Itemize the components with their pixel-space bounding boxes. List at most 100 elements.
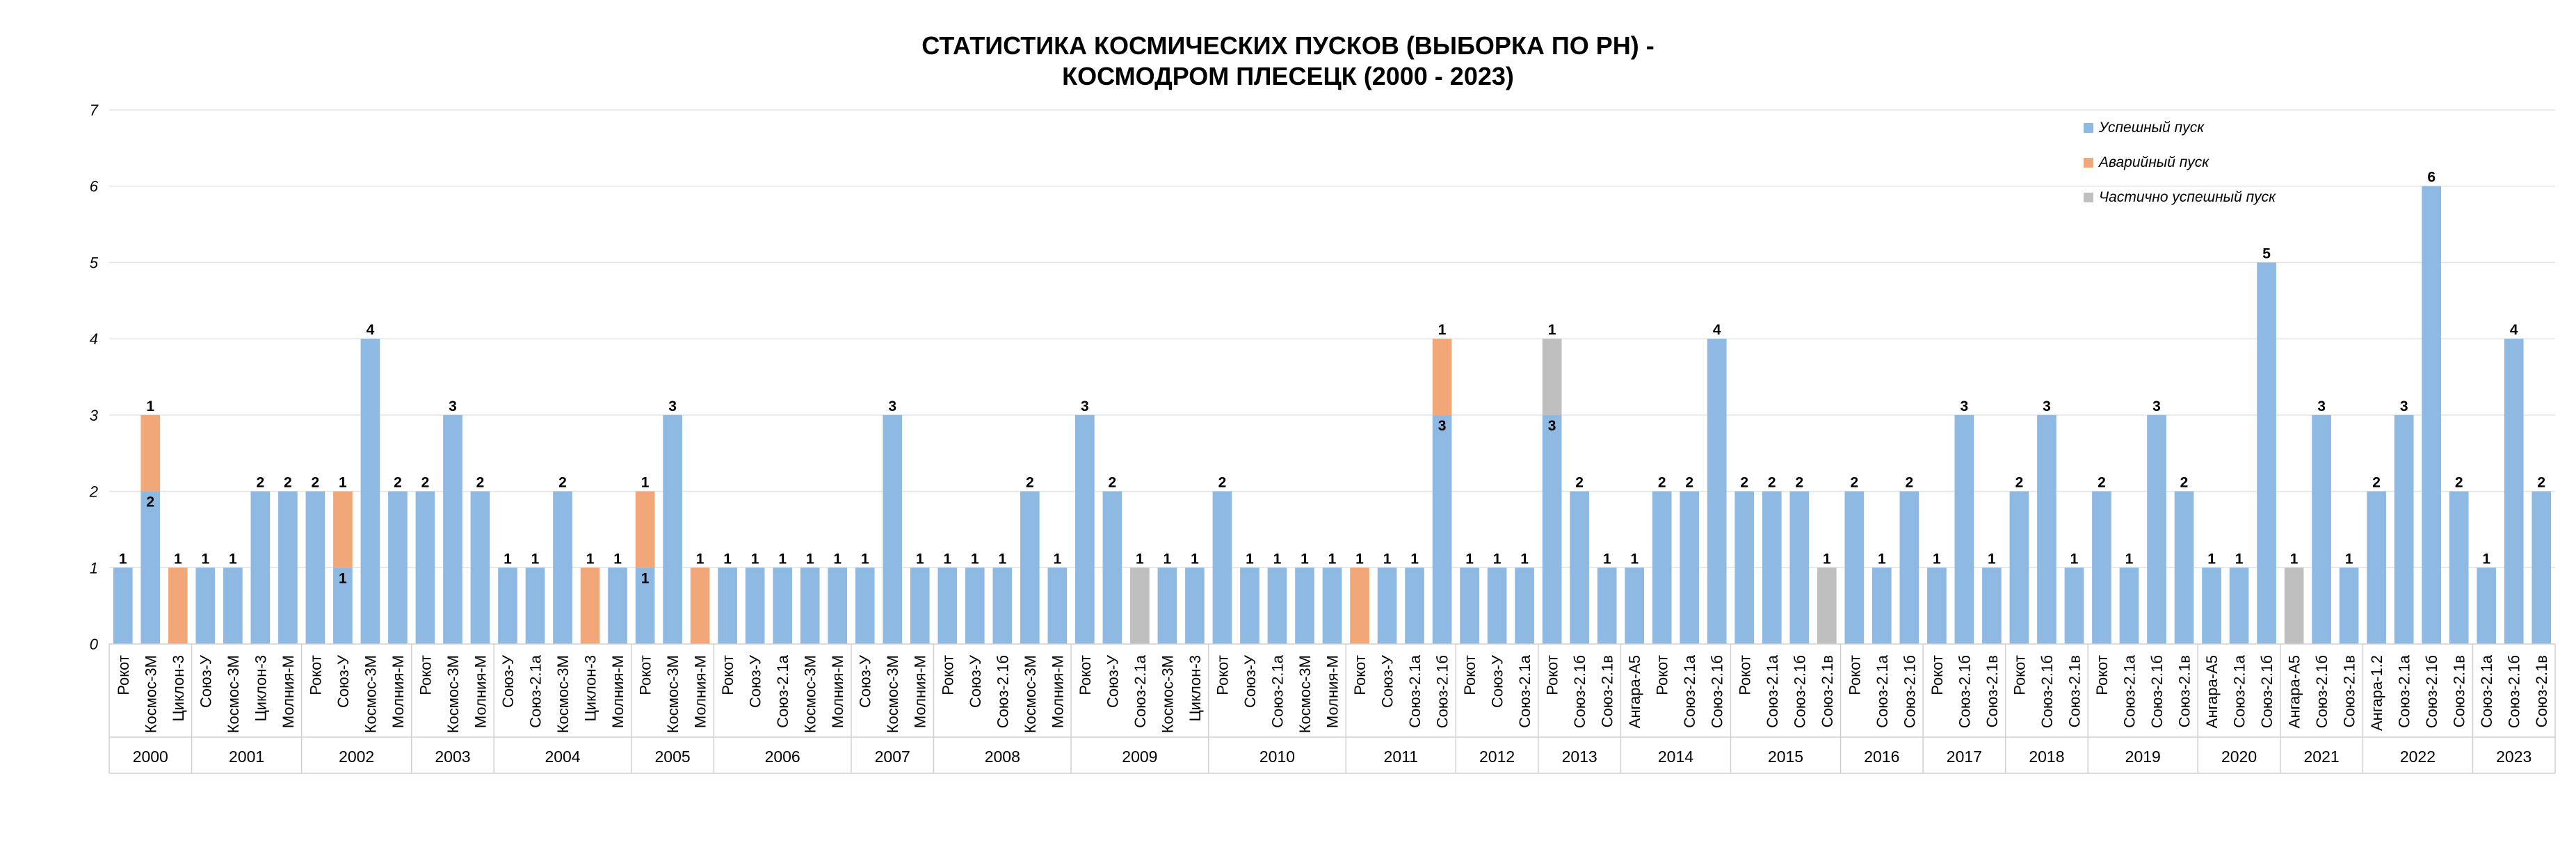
data-label: 1	[778, 551, 787, 567]
data-label: 1	[641, 475, 650, 491]
data-label: 3	[888, 398, 896, 414]
x-category-label: Союз-У	[1241, 654, 1259, 708]
bar-segment	[2147, 414, 2166, 644]
x-axis: Рокот Космос-3М Циклон-3 2000 Союз-У Космос-3…	[108, 643, 2556, 774]
data-label: 1	[751, 551, 759, 567]
bar-segment	[1432, 414, 1452, 644]
data-label: 1	[1823, 551, 1831, 567]
bar-segment	[1542, 339, 1562, 415]
data-label: 1	[998, 551, 1006, 567]
y-tick-label: 5	[90, 254, 99, 271]
year-label: 2005	[655, 748, 691, 766]
x-category-label: Космос-3М	[362, 655, 379, 733]
x-category-label: Космос-3М	[1296, 655, 1314, 733]
legend-label: Частично успешный пуск	[2099, 189, 2276, 205]
x-category-label: Рокот	[1654, 655, 1671, 695]
x-category-label: Космос-3М	[225, 655, 242, 733]
bar-segment	[1652, 491, 1672, 644]
y-tick-label: 2	[89, 483, 98, 501]
x-category-label: Рокот	[719, 655, 736, 695]
x-category-label: Космос-3М	[884, 655, 901, 733]
x-category-label: Союз-2.1в	[2451, 655, 2468, 727]
bar-segment	[1020, 491, 1040, 644]
year-label: 2006	[765, 748, 800, 766]
x-category-label: Рокот	[1736, 655, 1753, 695]
bar-segment	[195, 567, 216, 644]
x-category-label: Союз-2.1б	[2423, 655, 2440, 728]
bar-segment	[525, 567, 545, 644]
bar-segment	[2477, 567, 2497, 644]
data-label: 2	[2455, 475, 2463, 491]
bar-segment	[1597, 567, 1617, 644]
data-label: 1	[1053, 551, 1061, 567]
y-tick-label: 0	[90, 636, 99, 653]
x-category-label: Союз-2.1б	[1571, 655, 1588, 728]
data-label: 1	[806, 551, 814, 567]
x-category-label: Рокот	[2011, 655, 2028, 695]
data-label: 1	[1273, 551, 1282, 567]
bar-segment	[2531, 491, 2552, 644]
x-category-label: Молния-М	[912, 655, 929, 728]
bar-segment	[2202, 567, 2221, 644]
x-category-label: Союз-2.1б	[1709, 655, 1726, 728]
data-label: 2	[1575, 475, 1584, 491]
bar-segment	[2119, 567, 2139, 644]
x-category-label: Союз-2.1а	[1874, 654, 1891, 728]
data-label: 1	[613, 551, 622, 567]
x-category-label: Союз-2.1в	[2341, 655, 2358, 727]
x-category-label: Союз-У	[1104, 654, 1121, 708]
data-label: 3	[2400, 398, 2408, 414]
legend-swatch	[2084, 158, 2093, 168]
legend-label: Успешный пуск	[2098, 120, 2205, 136]
y-tick-label: 7	[90, 102, 99, 119]
x-category-label: Рокот	[1077, 655, 1094, 695]
data-label: 3	[1081, 398, 1089, 414]
x-category-label: Молния-М	[1324, 655, 1342, 728]
data-label: 2	[1740, 475, 1748, 491]
bar-segment	[1212, 491, 1232, 644]
x-category-label: Космос-3М	[444, 655, 462, 733]
x-category-label: Ангара-А5	[2286, 655, 2303, 728]
chart-title-line-1: СТАТИСТИКА КОСМИЧЕСКИХ ПУСКОВ (ВЫБОРКА П…	[921, 31, 1655, 60]
data-label: 2	[146, 494, 154, 510]
data-label: 3	[449, 398, 457, 414]
x-category-label: Союз-2.1б	[2506, 655, 2523, 728]
data-label: 1	[1246, 551, 1254, 567]
bar-segment	[1322, 567, 1342, 644]
x-category-label: Союз-2.1в	[2066, 655, 2083, 727]
bar-segment	[1130, 567, 1150, 644]
year-label: 2022	[2400, 748, 2436, 766]
bar-segment	[2422, 186, 2442, 644]
x-category-label: Молния-М	[609, 655, 627, 728]
data-label: 2	[421, 475, 430, 491]
x-category-label: Союз-У	[967, 654, 984, 708]
x-category-label: Союз-2.1б	[2148, 655, 2166, 728]
x-category-label: Союз-2.1а	[2231, 654, 2248, 728]
bar-segment	[1844, 491, 1865, 644]
x-category-label: Циклон-3	[582, 655, 599, 721]
bar-segment	[1295, 567, 1314, 644]
data-label: 1	[1164, 551, 1172, 567]
x-category-label: Рокот	[1929, 655, 1946, 695]
data-label: 3	[1438, 418, 1447, 434]
year-label: 2023	[2496, 748, 2531, 766]
bar-segment	[2339, 567, 2359, 644]
x-category-label: Союз-2.1а	[1516, 654, 1533, 728]
bar-segment	[2504, 339, 2524, 644]
year-label: 2004	[545, 748, 580, 766]
bar-segment	[2449, 491, 2469, 644]
x-category-label: Молния-М	[829, 655, 846, 728]
y-tick-label: 1	[90, 559, 98, 576]
x-category-label: Союз-2.1а	[1269, 654, 1286, 728]
data-label: 1	[1933, 551, 1941, 567]
data-label: 1	[2125, 551, 2134, 567]
bar-segment	[470, 491, 490, 644]
data-label: 4	[1713, 322, 1721, 338]
x-category-label: Молния-М	[389, 655, 407, 728]
bar-segment	[1157, 567, 1177, 644]
data-label: 2	[394, 475, 402, 491]
x-category-label: Рокот	[1544, 655, 1561, 695]
data-label: 1	[1520, 551, 1529, 567]
x-category-label: Союз-2.1б	[1956, 655, 1973, 728]
